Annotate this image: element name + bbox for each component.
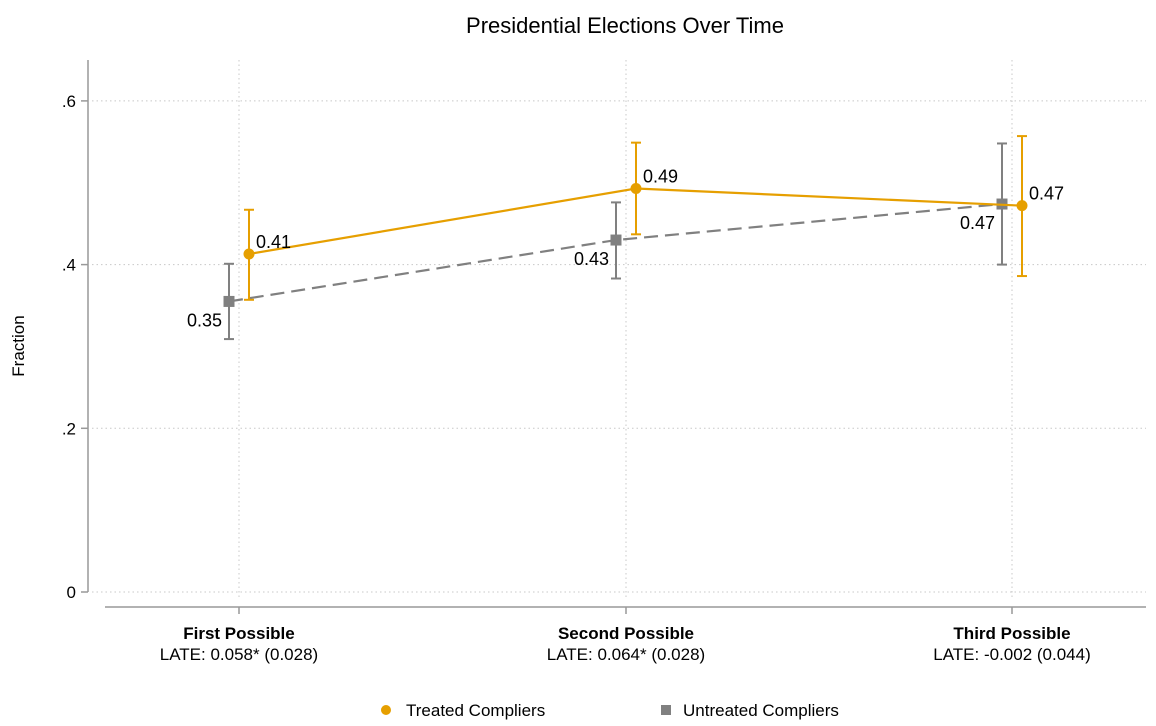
axes [87, 60, 1146, 608]
legend-item-untreated-compliers: Untreated Compliers [661, 701, 839, 720]
data-label: 0.47 [1029, 184, 1064, 204]
y-ticks: 0 .2 .4 .6 [62, 92, 88, 602]
series-treated-compliers: 0.41 0.49 0.47 [243, 135, 1064, 301]
data-label: 0.47 [960, 213, 995, 233]
y-tick-label: .6 [62, 92, 76, 111]
data-point [243, 248, 255, 260]
legend: Treated Compliers Untreated Compliers [381, 701, 839, 720]
data-point [1016, 200, 1028, 212]
x-tick-label: First Possible [183, 624, 294, 643]
legend-marker-circle [381, 705, 391, 715]
y-axis-label: Fraction [9, 315, 28, 376]
data-point [223, 295, 235, 307]
legend-label: Treated Compliers [406, 701, 545, 720]
legend-label: Untreated Compliers [683, 701, 839, 720]
data-label: 0.43 [574, 249, 609, 269]
late-estimate-label: LATE: 0.058* (0.028) [160, 645, 318, 664]
late-estimate-label: LATE: -0.002 (0.044) [933, 645, 1091, 664]
legend-item-treated-compliers: Treated Compliers [381, 701, 545, 720]
data-label: 0.41 [256, 232, 291, 252]
x-tick-label: Second Possible [558, 624, 694, 643]
data-label: 0.35 [187, 310, 222, 330]
late-estimate-label: LATE: 0.064* (0.028) [547, 645, 705, 664]
data-label: 0.49 [643, 166, 678, 186]
y-tick-label: .2 [62, 419, 76, 438]
x-ticks: First Possible LATE: 0.058* (0.028) Second… [160, 607, 1091, 664]
series-untreated-compliers: 0.35 0.43 0.47 [187, 142, 1008, 341]
y-tick-label: 0 [67, 583, 76, 602]
x-tick-label: Third Possible [953, 624, 1070, 643]
series-layer: 0.35 0.43 0.47 0.41 0.49 0.47 [187, 135, 1064, 341]
data-point [610, 234, 622, 246]
gridlines [92, 60, 1146, 600]
chart-title: Presidential Elections Over Time [466, 13, 784, 38]
y-tick-label: .4 [62, 256, 76, 275]
data-point [630, 182, 642, 194]
legend-marker-square [661, 705, 671, 715]
